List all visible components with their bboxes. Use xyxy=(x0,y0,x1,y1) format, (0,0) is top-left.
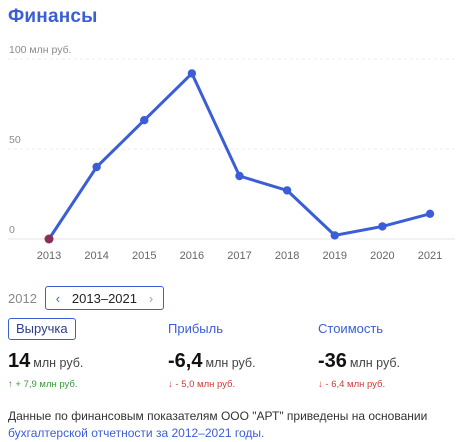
metric-profit-value: -6,4 млн руб. xyxy=(168,350,256,373)
metric-revenue-tab[interactable]: Выручка xyxy=(8,318,76,340)
data-point[interactable] xyxy=(235,171,244,181)
x-tick-label: 2015 xyxy=(132,250,156,262)
x-tick-label: 2019 xyxy=(323,250,347,262)
x-tick-label: 2018 xyxy=(275,250,299,262)
x-tick-label: 2016 xyxy=(180,250,204,262)
y-tick-label: 100 млн руб. xyxy=(9,44,72,56)
x-tick-label: 2020 xyxy=(370,250,394,262)
metric-revenue-delta: ↑ + 7,9 млн руб. xyxy=(8,379,78,390)
x-tick-label: 2014 xyxy=(84,250,108,262)
metric-value-number: 14 xyxy=(8,350,31,372)
section-title: Финансы xyxy=(8,6,98,27)
x-tick-label: 2017 xyxy=(227,250,251,262)
data-source-note: Данные по финансовым показателям ООО "АР… xyxy=(8,408,460,442)
revenue-line-chart: 100 млн руб. 50 0 2013 2014 2015 2016 2017 2018… xyxy=(8,44,455,262)
y-tick-label: 50 xyxy=(9,134,21,146)
data-source-text: Данные по финансовым показателям ООО "АР… xyxy=(8,409,428,423)
metric-value-number: -6,4 xyxy=(168,350,203,372)
metric-revenue[interactable]: Выручка 14 млн руб. ↑ + 7,9 млн руб. xyxy=(8,318,83,390)
metric-value-value: -36 млн руб. xyxy=(318,350,400,373)
metric-value-delta: ↓ - 6,4 млн руб. xyxy=(318,379,386,390)
chevron-left-icon[interactable]: ‹ xyxy=(55,290,61,306)
metric-value-unit: млн руб. xyxy=(205,356,256,370)
x-tick-label: 2013 xyxy=(37,250,61,262)
x-tick-label: 2021 xyxy=(418,250,442,262)
metric-value-tab[interactable]: Стоимость xyxy=(318,321,384,336)
period-range-box: ‹ 2013–2021 › xyxy=(44,286,164,310)
period-range-label: 2013–2021 xyxy=(71,290,137,306)
data-point[interactable] xyxy=(282,186,292,195)
data-point[interactable] xyxy=(140,116,149,125)
data-point[interactable] xyxy=(187,69,197,78)
metric-profit-delta: ↓ - 5,0 млн руб. xyxy=(168,379,236,390)
metric-value-unit: млн руб. xyxy=(349,356,401,370)
chart-y-ticks: 100 млн руб. 50 0 xyxy=(9,44,72,236)
metrics-panel: Выручка 14 млн руб. ↑ + 7,9 млн руб. Приб… xyxy=(8,318,458,398)
chevron-right-icon[interactable]: › xyxy=(148,290,154,306)
metric-profit[interactable]: Прибыль -6,4 млн руб. ↓ - 5,0 млн руб. xyxy=(168,318,256,390)
data-point[interactable] xyxy=(92,162,101,172)
data-point[interactable] xyxy=(330,231,339,240)
chart-x-ticks: 2013 2014 2015 2016 2017 2018 2019 2020 2021 xyxy=(37,250,442,262)
chart-points xyxy=(44,69,435,244)
data-point[interactable] xyxy=(44,234,54,244)
period-selector: 2012 ‹ 2013–2021 › xyxy=(8,286,164,310)
metric-value-unit: млн руб. xyxy=(33,356,84,370)
data-point[interactable] xyxy=(425,209,435,218)
prev-year-label[interactable]: 2012 xyxy=(8,290,37,306)
metric-value-number: -36 xyxy=(318,350,347,372)
metric-profit-tab[interactable]: Прибыль xyxy=(168,321,223,336)
data-point[interactable] xyxy=(378,222,387,231)
data-source-link[interactable]: бухгалтерской отчетности за 2012–2021 го… xyxy=(8,426,265,440)
chart-grid xyxy=(8,58,455,240)
metric-value[interactable]: Стоимость -36 млн руб. ↓ - 6,4 млн руб. xyxy=(318,318,400,390)
y-tick-label: 0 xyxy=(9,224,15,236)
metric-revenue-value: 14 млн руб. xyxy=(8,350,83,373)
series-line xyxy=(47,71,432,241)
